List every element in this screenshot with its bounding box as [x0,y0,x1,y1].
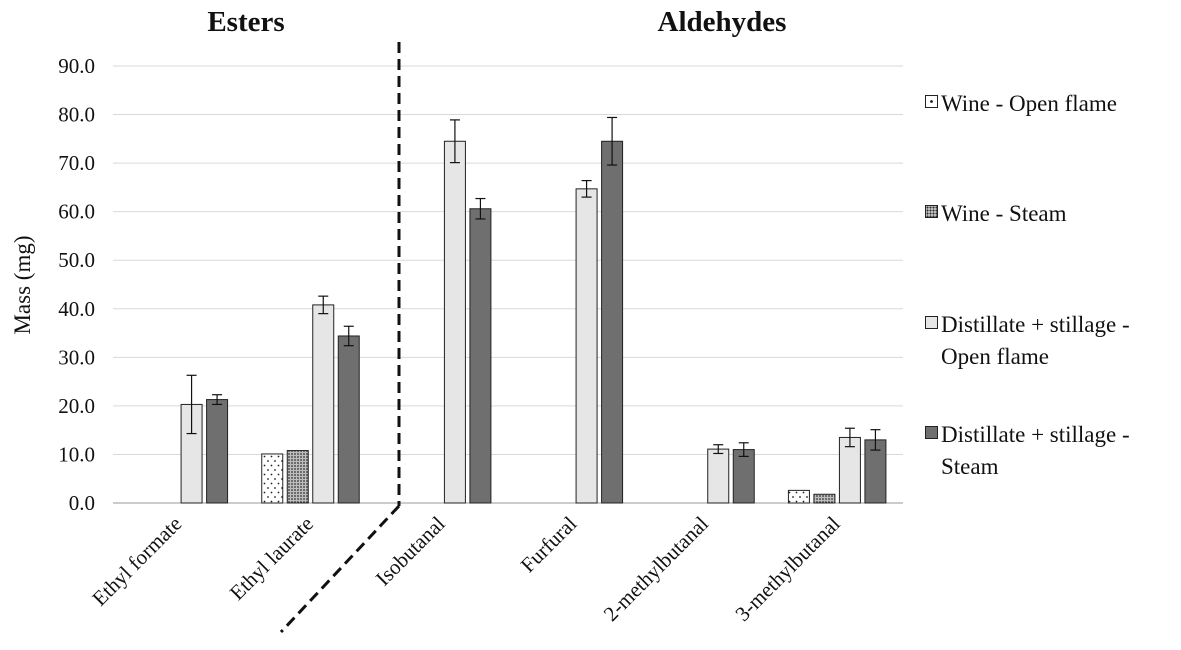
x-tick-label: 3-methylbutanal [730,511,844,625]
bar [312,304,335,504]
legend-swatch-wine-steam [925,205,938,218]
y-tick-label: 60.0 [58,200,95,224]
legend-label: Distillate + stillage - Steam [941,422,1130,479]
bar [838,436,861,504]
bars [180,116,887,504]
bar [813,493,836,504]
bar [732,449,755,504]
legend-label: Wine - Open flame [941,91,1117,116]
bar [469,208,492,504]
legend-label: Distillate + stillage - Open flame [941,312,1130,369]
x-tick-label: Furfural [516,511,582,577]
x-tick-label: Ethyl formate [87,512,186,611]
legend-item-distillate-steam: Distillate + stillage - Steam [925,419,1171,483]
legend-swatch-wine-open-flame [925,95,938,108]
bar [787,489,810,504]
bar [443,140,466,504]
legend-item-wine-steam: Wine - Steam [925,198,1171,230]
x-axis: Ethyl formate Ethyl laurate Isobutanal Furf… [87,511,844,625]
legend-swatch-distillate-steam [925,426,938,439]
bar [206,399,229,504]
bar [286,450,309,504]
x-tick-label: Ethyl laurate [225,512,318,605]
legend-label: Wine - Steam [941,201,1067,226]
y-axis: 0.0 10.0 20.0 30.0 40.0 50.0 60.0 70.0 80.0 90.0 [58,54,95,515]
bar [707,448,730,504]
y-tick-label: 0.0 [69,491,95,515]
y-tick-label: 70.0 [58,151,95,175]
bar [601,140,624,504]
y-axis-label: Mass (mg) [10,235,35,334]
y-tick-label: 90.0 [58,54,95,78]
legend-item-distillate-open-flame: Distillate + stillage - Open flame [925,309,1171,373]
group-label-esters: Esters [207,6,284,38]
group-divider-line-diagonal [279,504,401,634]
y-tick-label: 80.0 [58,103,95,127]
y-tick-label: 30.0 [58,345,95,369]
y-tick-label: 50.0 [58,248,95,272]
x-tick-label: 2-methylbutanal [599,511,713,625]
y-tick-label: 40.0 [58,297,95,321]
bar [337,335,360,504]
bar [261,453,284,504]
legend-item-wine-open-flame: Wine - Open flame [925,88,1171,120]
gridlines [113,65,903,504]
y-tick-label: 10.0 [58,442,95,466]
legend-swatch-distillate-open-flame [925,316,938,329]
bar [575,188,598,504]
group-label-aldehydes: Aldehydes [658,6,787,38]
y-tick-label: 20.0 [58,394,95,418]
